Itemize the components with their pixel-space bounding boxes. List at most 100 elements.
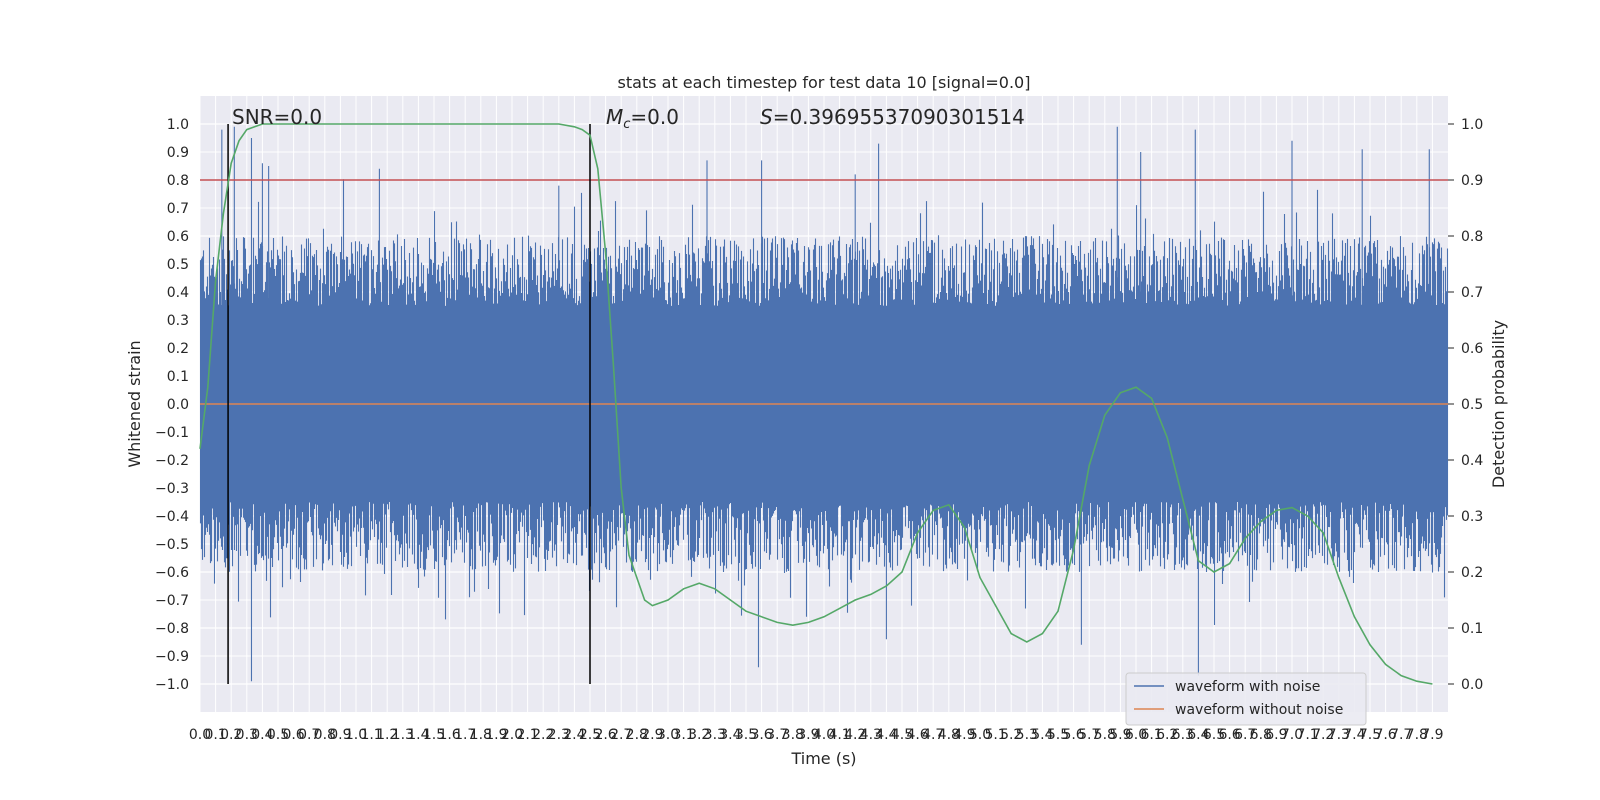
x-tick-label: 7.4	[1343, 727, 1365, 743]
series-detection-probability	[199, 123, 1433, 685]
x-tick-label: 1.6	[438, 727, 460, 743]
x-tick-label: 7.6	[1374, 727, 1396, 743]
y-tick-label: 0.9	[167, 145, 189, 161]
y-tick-label: −0.6	[155, 565, 189, 581]
y-tick-label: 0.7	[167, 201, 189, 217]
x-tick-label: 7.7	[1390, 727, 1412, 743]
x-tick-label: 7.9	[1421, 727, 1443, 743]
x-tick-label: 7.1	[1296, 727, 1318, 743]
y-axis-label: Whitened strain	[125, 340, 144, 467]
x-tick-label: 5.4	[1031, 727, 1053, 743]
x-tick-label: 3.3	[704, 727, 726, 743]
x-tick-label: 6.8	[1250, 727, 1272, 743]
y2-tick-label: 0.5	[1461, 397, 1483, 413]
x-tick-label: 1.8	[470, 727, 492, 743]
x-tick-label: 4.2	[844, 727, 866, 743]
legend-box	[1125, 672, 1367, 726]
y2-tick-label: 0.2	[1461, 565, 1483, 581]
y2-tick-label: 1.0	[1461, 117, 1483, 133]
x-tick-label: 3.1	[672, 727, 694, 743]
x-tick-label: 0.1	[204, 727, 226, 743]
x-tick-label: 5.8	[1094, 727, 1116, 743]
x-tick-label: 4.5	[891, 727, 913, 743]
x-tick-label: 1.7	[454, 727, 476, 743]
x-tick-label: 3.5	[735, 727, 757, 743]
y-tick-label: 0.0	[167, 397, 189, 413]
x-tick-label: 5.0	[969, 727, 991, 743]
y-tick-label: −0.4	[155, 509, 189, 525]
x-tick-label: 4.3	[860, 727, 882, 743]
series-lines	[199, 123, 1448, 685]
annotation-mc: Mc=0.0	[606, 105, 679, 132]
x-tick-label: 7.3	[1328, 727, 1350, 743]
y-tick-label: −0.7	[155, 593, 189, 609]
x-tick-label: 5.6	[1062, 727, 1084, 743]
annotation-mc-value: =0.0	[630, 105, 679, 129]
x-tick-label: 1.2	[376, 727, 398, 743]
x-tick-label: 6.7	[1234, 727, 1256, 743]
y-tick-label: 0.6	[167, 229, 189, 245]
y-tick-label: 0.8	[167, 173, 189, 189]
y-tick-label: 1.0	[167, 117, 189, 133]
x-tick-label: 0.8	[314, 727, 336, 743]
x-tick-label: 0.6	[282, 727, 304, 743]
x-tick-label: 6.2	[1156, 727, 1178, 743]
y-tick-label: −0.5	[155, 537, 189, 553]
x-tick-label: 2.2	[532, 727, 554, 743]
x-tick-label: 0.5	[267, 727, 289, 743]
x-tick-label: 0.7	[298, 727, 320, 743]
x-tick-label: 1.5	[423, 727, 445, 743]
x-tick-label: 7.8	[1406, 727, 1428, 743]
y2-tick-label: 0.6	[1461, 341, 1483, 357]
y2-axis-label: Detection probability	[1489, 320, 1508, 488]
x-tick-label: 5.2	[1000, 727, 1022, 743]
x-tick-label: 4.6	[906, 727, 928, 743]
x-tick-label: 5.7	[1078, 727, 1100, 743]
y-tick-label: −0.1	[155, 425, 189, 441]
y2-tick-label: 0.3	[1461, 509, 1483, 525]
x-tick-label: 4.1	[828, 727, 850, 743]
y-tick-label: 0.3	[167, 313, 189, 329]
x-tick-label: 0.2	[220, 727, 242, 743]
y-tick-label: −0.2	[155, 453, 189, 469]
y-tick-label: 0.2	[167, 341, 189, 357]
x-tick-label: 3.0	[657, 727, 679, 743]
x-tick-label: 6.5	[1203, 727, 1225, 743]
y-tick-label: 0.4	[167, 285, 189, 301]
x-tick-label: 1.3	[392, 727, 414, 743]
y-tick-label: 0.1	[167, 369, 189, 385]
x-tick-label: 6.6	[1218, 727, 1240, 743]
x-tick-label: 3.7	[766, 727, 788, 743]
x-tick-label: 4.0	[813, 727, 835, 743]
x-tick-label: 2.5	[579, 727, 601, 743]
x-tick-label: 3.8	[782, 727, 804, 743]
x-tick-label: 2.8	[626, 727, 648, 743]
x-tick-label: 7.2	[1312, 727, 1334, 743]
legend: waveform with noise waveform without noi…	[1125, 672, 1367, 726]
y-tick-label: −0.3	[155, 481, 189, 497]
x-tick-label: 2.0	[501, 727, 523, 743]
legend-label-with-noise: waveform with noise	[1175, 679, 1320, 695]
x-tick-label: 3.6	[750, 727, 772, 743]
tick-labels: 0.00.10.20.30.40.50.60.70.80.91.01.11.21…	[155, 117, 1483, 743]
chart-title: stats at each timestep for test data 10 …	[618, 73, 1031, 92]
x-tick-label: 1.1	[360, 727, 382, 743]
x-tick-label: 3.9	[797, 727, 819, 743]
x-tick-label: 6.4	[1187, 727, 1209, 743]
y2-tick-label: 0.4	[1461, 453, 1483, 469]
x-tick-label: 0.3	[236, 727, 258, 743]
x-tick-label: 7.5	[1359, 727, 1381, 743]
y-tick-label: 0.5	[167, 257, 189, 273]
x-tick-label: 1.4	[407, 727, 429, 743]
x-tick-label: 5.1	[984, 727, 1006, 743]
x-tick-label: 3.2	[688, 727, 710, 743]
y-tick-label: −0.8	[155, 621, 189, 637]
x-tick-label: 6.0	[1125, 727, 1147, 743]
y-tick-label: −0.9	[155, 649, 189, 665]
y2-tick-label: 0.8	[1461, 229, 1483, 245]
x-tick-label: 5.3	[1016, 727, 1038, 743]
x-tick-label: 0.0	[189, 727, 211, 743]
annotation-mc-symbol: M	[606, 105, 623, 129]
x-tick-label: 1.9	[485, 727, 507, 743]
